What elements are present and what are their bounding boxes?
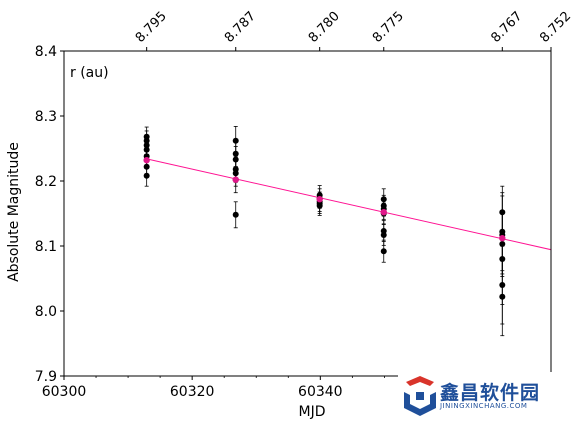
axes: 7.98.08.18.28.38.4603006032060340603608.… [35, 9, 574, 400]
data-point [499, 293, 506, 300]
x-tick-label: 60320 [170, 384, 215, 400]
top-tick-label: 8.787 [222, 9, 259, 46]
data-point [316, 202, 323, 209]
y-tick-label: 8.1 [35, 239, 57, 255]
watermark-logo-icon [404, 376, 436, 416]
top-axis-label: r (au) [70, 65, 109, 81]
plot-frame [63, 50, 552, 377]
mean-point [316, 196, 323, 203]
plot-area [143, 126, 551, 337]
y-axis-label: Absolute Magnitude [6, 142, 22, 282]
x-axis-label: MJD [299, 404, 326, 420]
y-tick-label: 8.3 [35, 109, 57, 125]
y-tick-label: 8.0 [35, 304, 57, 320]
y-tick-label: 8.2 [35, 174, 57, 190]
watermark-subtitle: JININGXINCHANG.COM [440, 402, 528, 410]
top-tick-label: 8.775 [370, 9, 407, 46]
watermark: 鑫昌软件园 JININGXINCHANG.COM [398, 372, 568, 418]
plot-content [143, 126, 551, 337]
x-tick-label: 60300 [42, 384, 87, 400]
mean-point [232, 176, 239, 183]
top-tick-label: 8.780 [306, 9, 343, 46]
watermark-title: 鑫昌软件园 [440, 382, 541, 404]
top-tick-label: 8.767 [489, 9, 526, 46]
mean-point [143, 157, 150, 164]
mean-point [380, 209, 387, 216]
x-tick-label: 60340 [298, 384, 343, 400]
data-point [380, 231, 387, 238]
top-tick-label: 8.795 [133, 9, 170, 46]
data-point [380, 248, 387, 255]
data-point [143, 172, 150, 179]
fit-line [146, 158, 551, 251]
data-point [232, 211, 239, 218]
mean-point [499, 235, 506, 242]
y-tick-label: 7.9 [35, 369, 57, 385]
top-tick-label: 8.752 [537, 9, 574, 46]
y-tick-label: 8.4 [35, 44, 57, 60]
